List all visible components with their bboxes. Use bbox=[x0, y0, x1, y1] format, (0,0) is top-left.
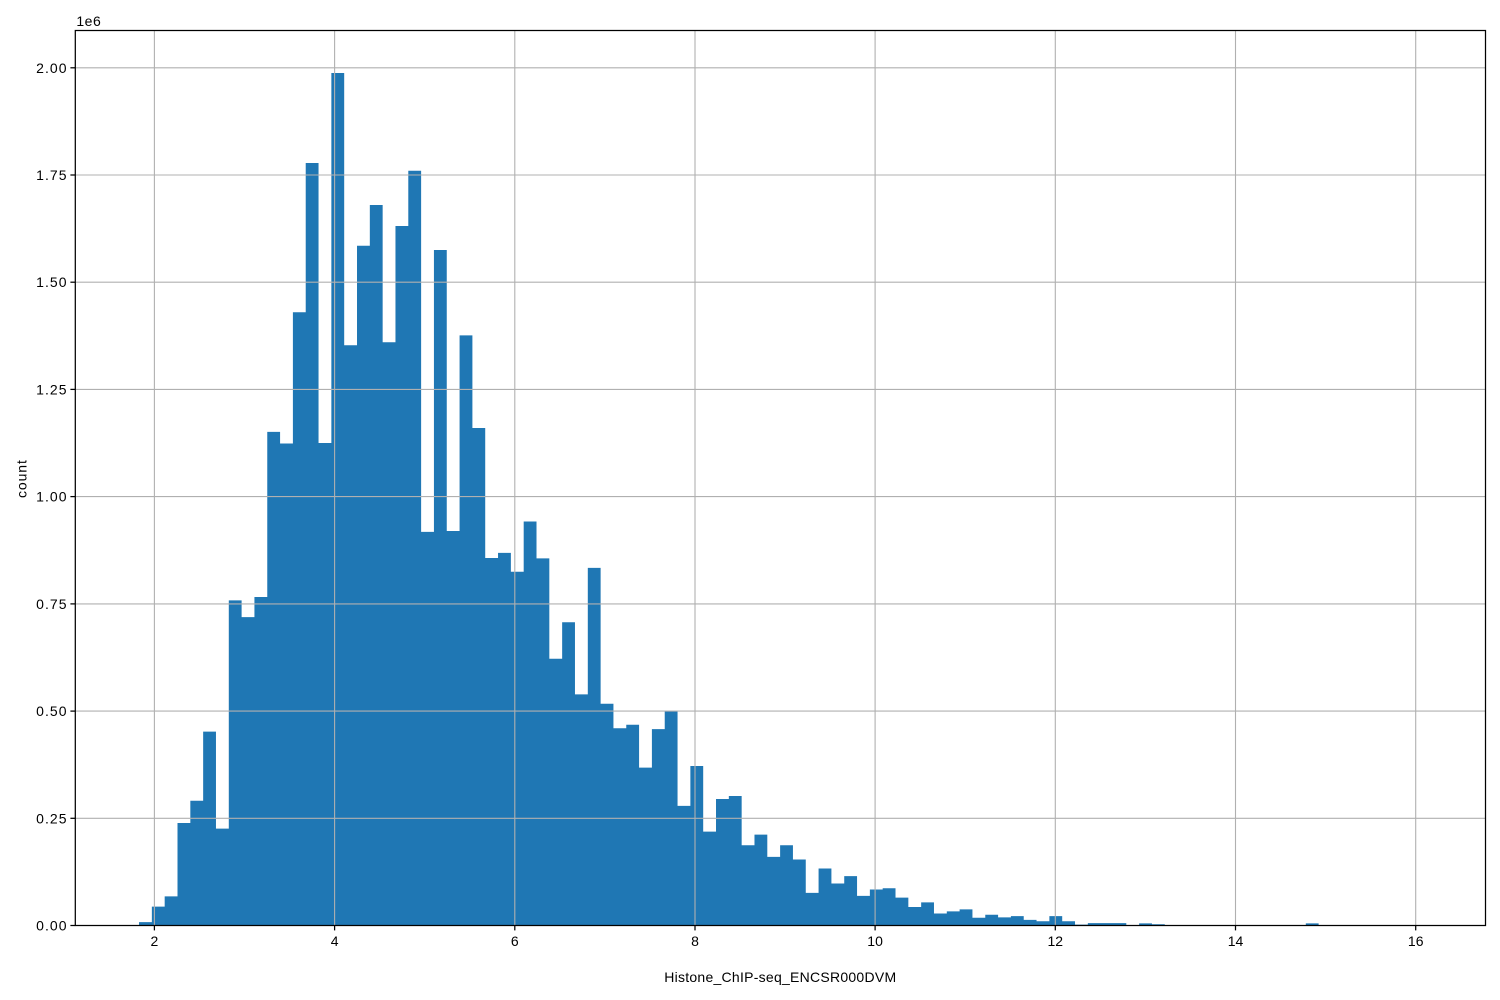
svg-text:1.00: 1.00 bbox=[36, 489, 67, 505]
svg-text:16: 16 bbox=[1408, 933, 1424, 949]
svg-text:2: 2 bbox=[151, 933, 159, 949]
svg-text:14: 14 bbox=[1228, 933, 1244, 949]
svg-text:0.25: 0.25 bbox=[36, 810, 67, 826]
svg-text:1.75: 1.75 bbox=[36, 167, 67, 183]
svg-text:0.50: 0.50 bbox=[36, 703, 67, 719]
svg-text:1.25: 1.25 bbox=[36, 381, 67, 397]
svg-text:2.00: 2.00 bbox=[36, 60, 67, 76]
svg-text:Histone_ChIP-seq_ENCSR000DVM: Histone_ChIP-seq_ENCSR000DVM bbox=[664, 969, 896, 985]
svg-text:8: 8 bbox=[691, 933, 699, 949]
svg-text:1.50: 1.50 bbox=[36, 274, 67, 290]
svg-text:1e6: 1e6 bbox=[76, 13, 101, 29]
svg-text:4: 4 bbox=[331, 933, 339, 949]
svg-text:12: 12 bbox=[1048, 933, 1064, 949]
svg-text:count: count bbox=[14, 459, 30, 498]
svg-text:0.00: 0.00 bbox=[36, 918, 67, 934]
svg-text:10: 10 bbox=[867, 933, 883, 949]
svg-text:0.75: 0.75 bbox=[36, 596, 67, 612]
svg-text:6: 6 bbox=[511, 933, 519, 949]
